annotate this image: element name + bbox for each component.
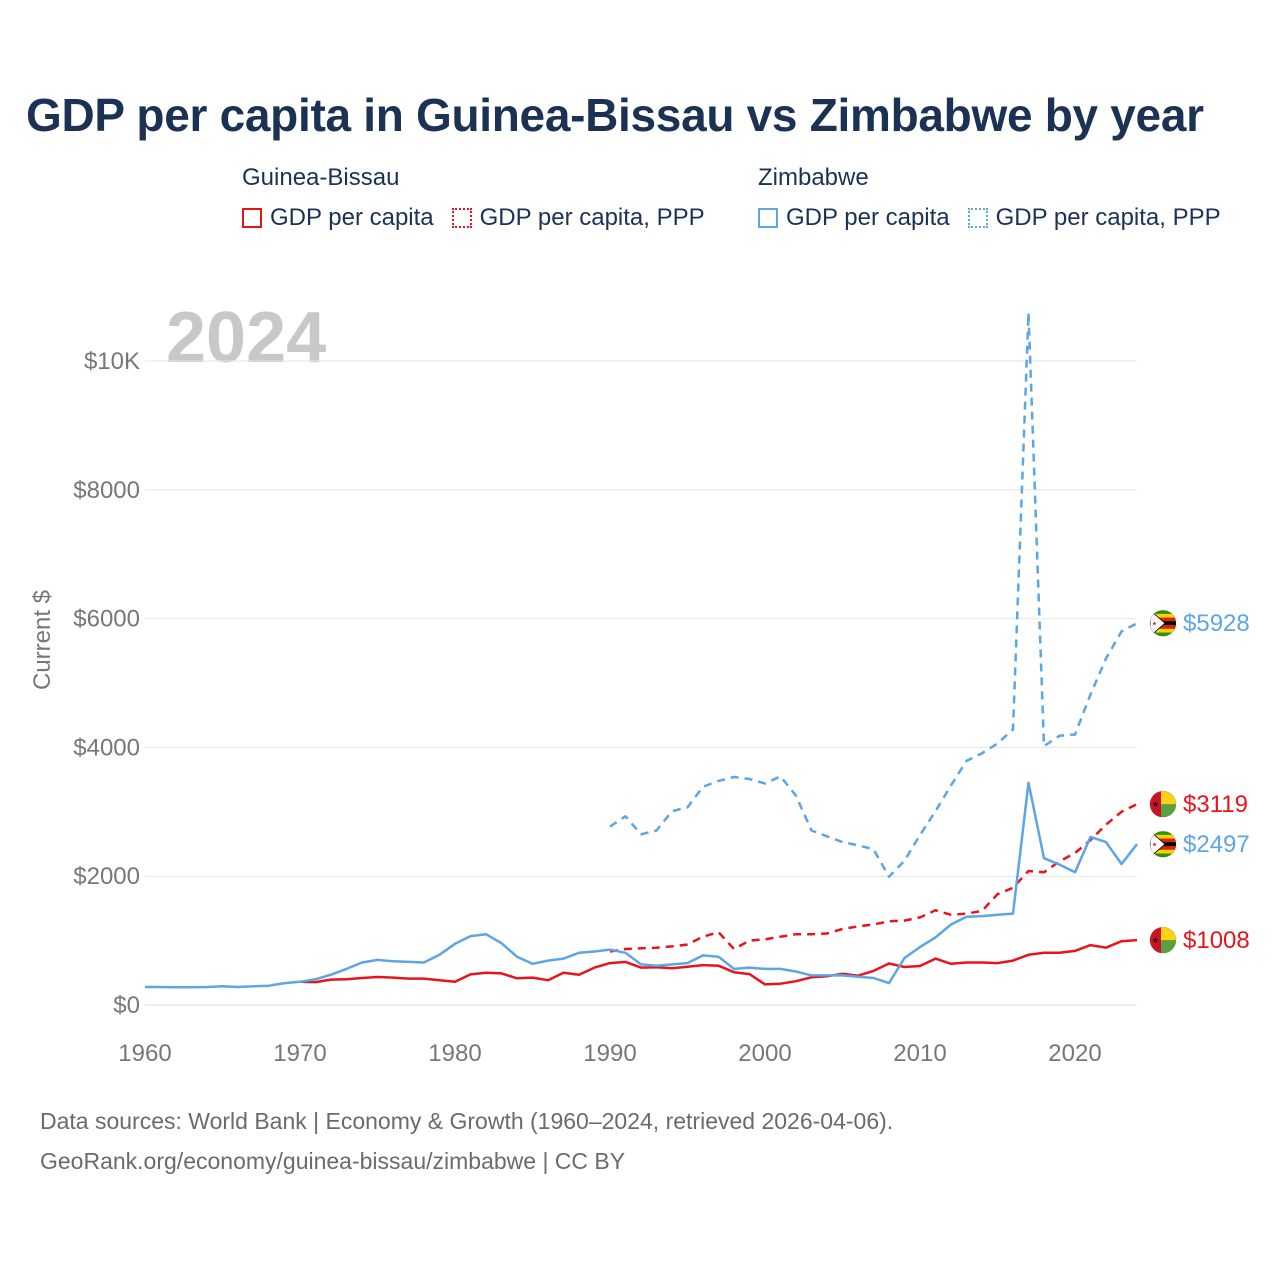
flag-outline	[1149, 830, 1177, 858]
y-tick-label: $2000	[73, 863, 140, 890]
series-lines	[145, 311, 1138, 989]
y-tick-label: $8000	[73, 477, 140, 504]
series-end-labels: $1008 $3119 $2497 $5928	[1149, 609, 1250, 954]
series-end-value: $2497	[1183, 831, 1250, 858]
year-watermark: 2024	[166, 298, 326, 378]
x-tick-label: 1970	[273, 1040, 326, 1067]
x-tick-label: 2000	[738, 1040, 791, 1067]
flag-outline	[1149, 609, 1177, 637]
y-axis-label: Current $	[29, 590, 56, 690]
legend-item-zw-gdp-ppp[interactable]: GDP per capita, PPP	[967, 204, 1221, 232]
legend-group-guinea-bissau: Guinea-Bissau GDP per capita GDP per cap…	[242, 162, 723, 232]
dotted-swatch-icon	[967, 208, 988, 228]
y-axis: $0 $2000 $4000 $6000 $8000 $10K	[73, 348, 140, 1019]
flag-outline	[1149, 926, 1177, 954]
series-line[interactable]	[299, 938, 1138, 986]
legend-group-title: Zimbabwe	[758, 164, 869, 191]
series-end-value: $5928	[1183, 610, 1250, 637]
series-end-value: $1008	[1183, 927, 1250, 954]
series-line[interactable]	[609, 311, 1138, 879]
legend-item-zw-gdp[interactable]: GDP per capita	[758, 204, 950, 232]
x-tick-label: 1990	[583, 1040, 636, 1067]
series-end-value: $3119	[1183, 791, 1248, 818]
y-tick-label: $6000	[73, 606, 140, 633]
x-tick-label: 1980	[428, 1040, 481, 1067]
flag-outline	[1149, 790, 1177, 818]
gridlines	[145, 360, 1137, 1006]
x-tick-label: 1960	[118, 1040, 171, 1067]
legend-label: GDP per capita	[786, 204, 950, 231]
y-tick-label: $0	[113, 992, 140, 1019]
legend-label: GDP per capita, PPP	[479, 204, 705, 231]
series-line[interactable]	[609, 802, 1138, 953]
solid-swatch-icon	[242, 208, 262, 228]
x-axis: 1960 1970 1980 1990 2000 2010 2020	[118, 1040, 1101, 1067]
footer-sources: Data sources: World Bank | Economy & Gro…	[40, 1108, 894, 1134]
x-tick-label: 2020	[1048, 1040, 1101, 1067]
legend-item-gb-gdp[interactable]: GDP per capita	[242, 204, 434, 232]
legend-label: GDP per capita	[270, 204, 434, 231]
y-tick-label: $10K	[84, 348, 140, 375]
chart-title: GDP per capita in Guinea-Bissau vs Zimba…	[26, 89, 1204, 141]
footer-credit[interactable]: GeoRank.org/economy/guinea-bissau/zimbab…	[40, 1148, 626, 1174]
legend-group-zimbabwe: Zimbabwe GDP per capita GDP per capita, …	[758, 162, 1239, 232]
y-tick-label: $4000	[73, 734, 140, 761]
legend-label: GDP per capita, PPP	[995, 204, 1221, 231]
legend-item-gb-gdp-ppp[interactable]: GDP per capita, PPP	[451, 204, 705, 232]
x-tick-label: 2010	[893, 1040, 946, 1067]
solid-swatch-icon	[758, 208, 778, 228]
series-line[interactable]	[145, 781, 1138, 989]
legend-group-title: Guinea-Bissau	[242, 164, 400, 191]
dotted-swatch-icon	[451, 208, 472, 228]
